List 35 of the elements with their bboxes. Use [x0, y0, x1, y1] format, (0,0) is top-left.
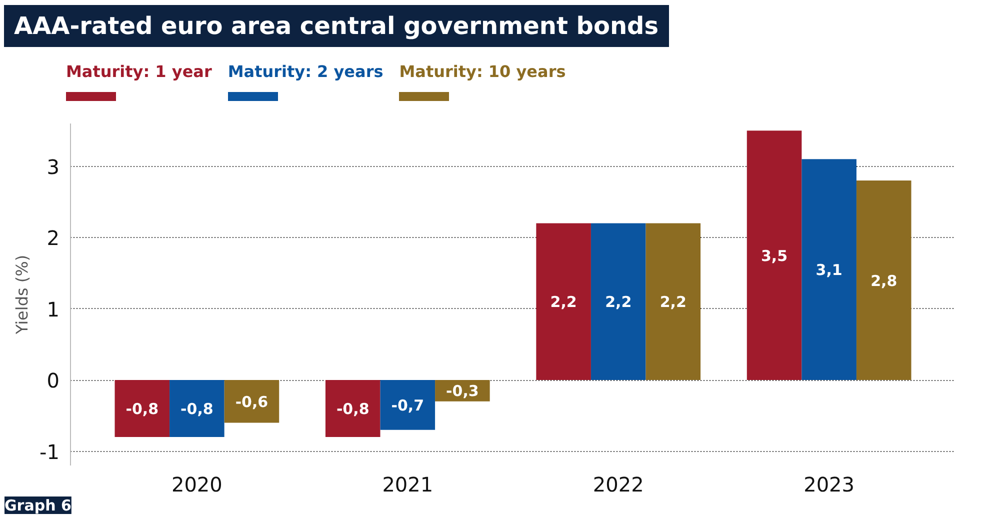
bar [224, 380, 280, 423]
data-label: -0,8 [180, 400, 214, 418]
y-tick-label: 0 [46, 368, 60, 392]
y-tick-label: 3 [46, 154, 60, 179]
data-label: -0,7 [391, 396, 424, 414]
data-label: -0,8 [126, 400, 159, 418]
x-tick-label: 2022 [592, 472, 644, 496]
data-label: 2,2 [660, 293, 686, 312]
x-tick-label: 2020 [171, 472, 222, 496]
bar [856, 180, 912, 380]
y-tick-label: 2 [46, 226, 60, 250]
bar [646, 223, 701, 380]
bar [380, 380, 436, 430]
x-tick-label: 2021 [382, 472, 434, 496]
caption: Graph 6 [4, 496, 72, 514]
data-label: -0,3 [446, 382, 479, 400]
bar [170, 380, 224, 437]
bar [114, 380, 170, 437]
y-axis-title: Yields (%) [12, 254, 32, 336]
data-label: 3,5 [761, 246, 788, 265]
bar [536, 223, 591, 380]
data-label: 3,1 [816, 261, 842, 280]
data-label: -0,8 [336, 400, 370, 418]
data-label: -0,6 [235, 392, 268, 411]
data-label: 2,2 [550, 293, 577, 312]
bar [590, 223, 646, 380]
y-tick-label: 1 [46, 297, 60, 322]
data-label: 2,8 [870, 272, 898, 290]
bar [802, 159, 856, 380]
bar [325, 380, 380, 437]
chart-title: AAA-rated euro area central government bonds [4, 5, 669, 48]
bar [746, 130, 802, 380]
y-tick-label: -1 [40, 440, 60, 464]
x-tick-label: 2023 [804, 472, 855, 496]
data-label: 2,2 [605, 293, 632, 312]
